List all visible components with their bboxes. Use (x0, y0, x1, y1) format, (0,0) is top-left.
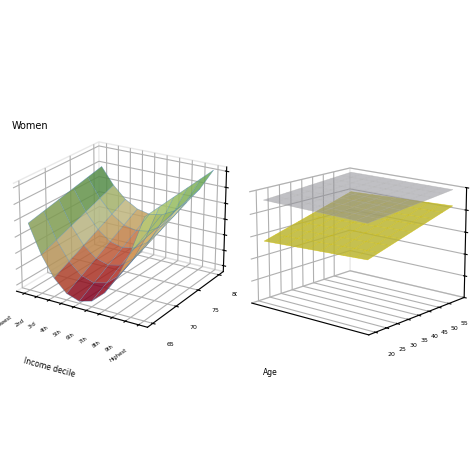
X-axis label: Income decile: Income decile (23, 356, 76, 379)
Text: Women: Women (12, 121, 48, 131)
X-axis label: Age: Age (263, 367, 278, 376)
